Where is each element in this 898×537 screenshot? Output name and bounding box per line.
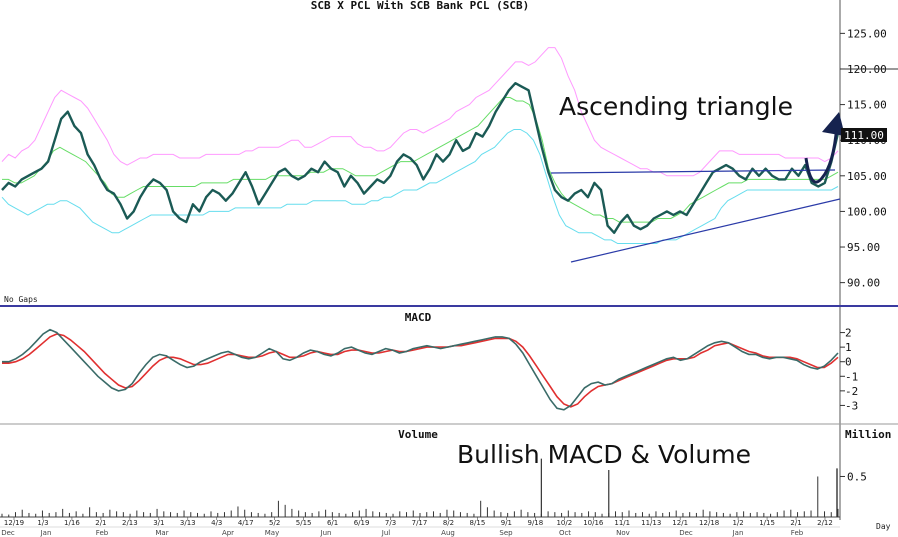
x-tick-label: 2/1 <box>790 519 801 527</box>
price-y-tick-label: 115.00 <box>847 99 887 112</box>
price-y-tick-label: 90.00 <box>847 277 880 290</box>
lower-band-line <box>1 129 839 244</box>
pattern-annotation: Ascending triangle <box>559 92 793 121</box>
x-tick-label: 3/1 <box>153 519 164 527</box>
macd-line <box>2 328 839 411</box>
x-tick-label: 9/18 <box>527 519 543 527</box>
x-tick-label: 8/2 <box>443 519 454 527</box>
x-month-label: Dec <box>679 529 693 537</box>
x-month-label: Jun <box>320 529 332 537</box>
upper-band-line <box>1 47 839 177</box>
x-month-label: Jan <box>40 529 52 537</box>
x-month-label: Nov <box>616 529 630 537</box>
plot-area <box>0 0 840 537</box>
volume-y-tick-label: 0.5 <box>847 470 867 483</box>
x-month-label: May <box>265 529 279 537</box>
macd-y-tick-label: -2 <box>845 385 858 398</box>
x-tick-label: 12/18 <box>699 519 719 527</box>
x-month-label: Mar <box>155 529 168 537</box>
x-tick-label: 1/2 <box>732 519 743 527</box>
macd-y-tick-label: -1 <box>845 370 858 383</box>
x-month-label: Aug <box>441 529 455 537</box>
last-price-label: 111.00 <box>844 129 884 142</box>
price-y-tick-label: 100.00 <box>847 205 887 218</box>
x-tick-label: 12/19 <box>4 519 24 527</box>
x-tick-label: 2/13 <box>122 519 138 527</box>
price-y-tick-label: 125.00 <box>847 27 887 40</box>
x-tick-label: 10/16 <box>583 519 604 527</box>
x-month-label: Jan <box>732 529 744 537</box>
chart-title: SCB X PCL With SCB Bank PCL (SCB) <box>311 0 530 12</box>
x-tick-label: 7/17 <box>412 519 428 527</box>
triangle-support-line <box>570 198 841 263</box>
breakout-arrowhead <box>822 112 845 136</box>
volume-panel: 0.5 <box>1 458 867 517</box>
x-tick-label: 4/17 <box>238 519 254 527</box>
x-month-label: Feb <box>791 529 804 537</box>
x-month-label: Oct <box>559 529 571 537</box>
x-month-label: Sep <box>499 529 513 537</box>
middle-band-line <box>2 97 839 223</box>
price-y-tick-label: 105.00 <box>847 170 887 183</box>
x-tick-label: 2/1 <box>95 519 106 527</box>
no-gaps-note: No Gaps <box>4 295 38 304</box>
x-tick-label: 4/3 <box>211 519 222 527</box>
x-tick-label: 10/2 <box>556 519 572 527</box>
x-month-label: Dec <box>1 529 15 537</box>
x-tick-label: 7/3 <box>385 519 396 527</box>
x-tick-label: 1/15 <box>759 519 775 527</box>
x-tick-label: 11/1 <box>614 519 630 527</box>
price-line <box>1 82 840 234</box>
x-month-label: Apr <box>222 529 234 537</box>
macd-panel-title: MACD <box>405 311 432 324</box>
x-tick-label: 1/16 <box>64 519 80 527</box>
x-tick-label: 5/15 <box>296 519 312 527</box>
last-price-badge <box>841 128 887 142</box>
x-tick-label: 11/13 <box>641 519 661 527</box>
x-month-label: Feb <box>96 529 109 537</box>
x-month-label: Jul <box>381 529 391 537</box>
indicator-annotation: Bullish MACD & Volume <box>457 440 751 469</box>
x-axis: 12/19 1/3 1/16 2/1 2/13 3/1 3/13 4/3 4/17 5/2 5/15… <box>1 517 833 537</box>
price-y-tick-label: 95.00 <box>847 241 880 254</box>
macd-panel: 21 0-1 -2-3 <box>2 327 858 412</box>
macd-y-tick-label: 1 <box>845 341 852 354</box>
x-tick-label: 6/19 <box>354 519 370 527</box>
x-tick-label: 5/2 <box>269 519 280 527</box>
x-tick-label: 8/15 <box>470 519 486 527</box>
triangle-resistance-line <box>550 169 836 174</box>
x-tick-label: 2/12 <box>817 519 833 527</box>
volume-panel-title: Volume <box>398 428 438 441</box>
x-tick-label: 6/1 <box>327 519 338 527</box>
macd-y-tick-label: 2 <box>845 327 852 340</box>
breakout-arrow <box>804 123 839 184</box>
x-tick-label: 12/1 <box>672 519 688 527</box>
x-unit-label: Day <box>876 522 891 531</box>
x-tick-label: 3/13 <box>180 519 196 527</box>
x-tick-label: 1/3 <box>37 519 48 527</box>
macd-signal-line <box>2 333 839 408</box>
volume-unit-label: Million <box>845 428 891 441</box>
macd-y-tick-label: 0 <box>845 356 852 369</box>
x-tick-label: 9/1 <box>501 519 512 527</box>
macd-y-tick-label: -3 <box>845 399 858 412</box>
